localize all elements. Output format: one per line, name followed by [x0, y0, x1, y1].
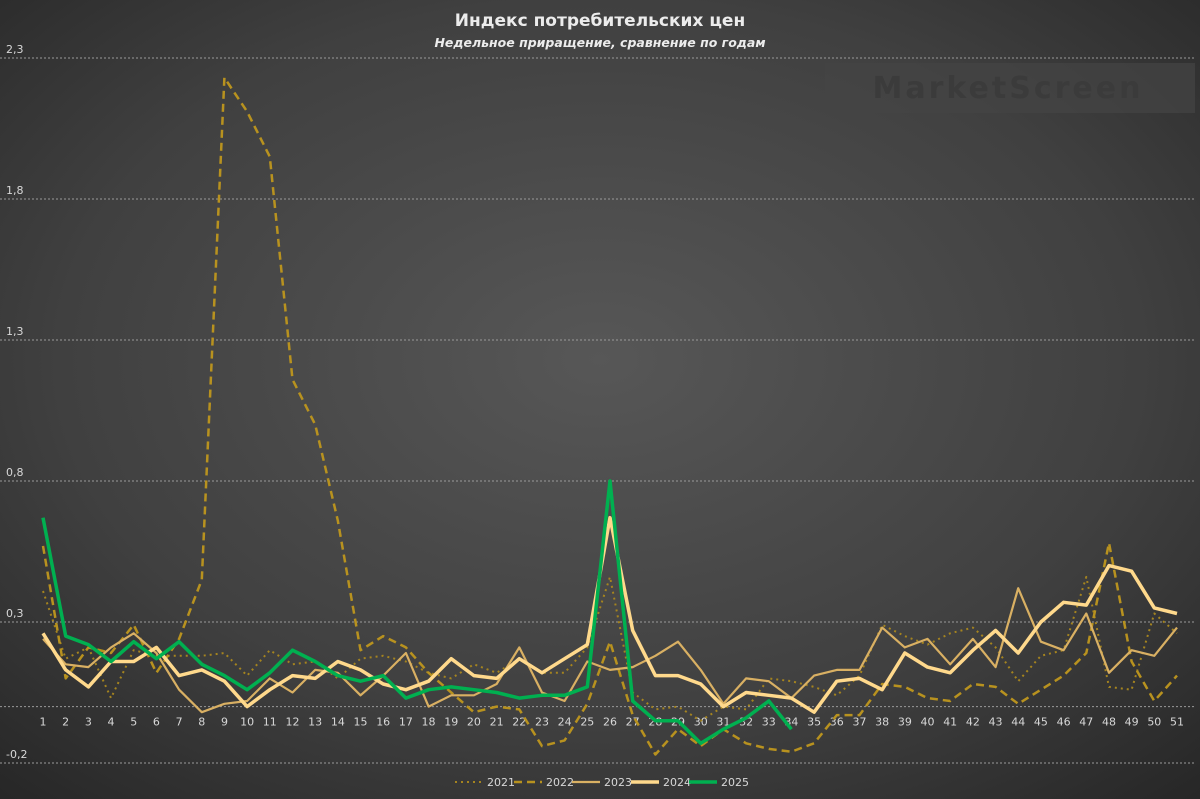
x-tick-label: 10: [240, 716, 254, 729]
x-tick-label: 8: [198, 716, 205, 729]
x-tick-label: 9: [221, 716, 228, 729]
x-tick-label: 46: [1057, 716, 1071, 729]
x-tick-label: 51: [1170, 716, 1184, 729]
watermark: MarketScreen: [873, 71, 1144, 106]
y-tick-label: 1,3: [6, 325, 24, 338]
x-tick-label: 37: [852, 716, 866, 729]
x-axis-ticks: 1 2 3 4 5 6 7 8 9 10 11 12 13 14 15 16 17 18 19 20 21 22 23 24 2…: [40, 716, 1185, 729]
series-line-2024: [41, 515, 1178, 714]
x-tick-label: 48: [1102, 716, 1116, 729]
x-tick-label: 15: [354, 716, 368, 729]
x-tick-label: 16: [376, 716, 390, 729]
y-tick-label: 0,3: [6, 607, 24, 620]
x-tick-label: 30: [694, 716, 708, 729]
legend-label: 2023: [604, 776, 632, 789]
legend-item-2021: 2021: [455, 776, 515, 789]
x-tick-label: 21: [490, 716, 504, 729]
legend-item-2025: 2025: [689, 776, 749, 789]
x-tick-label: 1: [40, 716, 47, 729]
series-2023: [42, 587, 1178, 714]
x-tick-label: 18: [422, 716, 436, 729]
x-tick-label: 36: [830, 716, 844, 729]
x-tick-label: 39: [898, 716, 912, 729]
x-tick-label: 43: [989, 716, 1003, 729]
x-tick-label: 25: [580, 716, 594, 729]
x-tick-label: 35: [807, 716, 821, 729]
series-lines: [41, 76, 1178, 756]
series-2021: [42, 575, 1178, 722]
series-line-2023: [42, 587, 1178, 714]
x-tick-label: 3: [85, 716, 92, 729]
legend: 2021 2022 2023 2024 2025: [455, 776, 749, 789]
x-tick-label: 20: [467, 716, 481, 729]
x-tick-label: 13: [308, 716, 322, 729]
series-line-2025: [41, 479, 793, 746]
x-tick-label: 19: [444, 716, 458, 729]
legend-item-2023: 2023: [572, 776, 632, 789]
x-tick-label: 24: [558, 716, 572, 729]
gridlines: [0, 57, 1195, 764]
series-2025: [41, 479, 793, 746]
legend-label: 2021: [487, 776, 515, 789]
x-tick-label: 33: [762, 716, 776, 729]
x-tick-label: 4: [108, 716, 115, 729]
x-tick-label: 11: [263, 716, 277, 729]
x-tick-label: 22: [512, 716, 526, 729]
x-tick-label: 40: [921, 716, 935, 729]
x-tick-label: 38: [875, 716, 889, 729]
x-tick-label: 42: [966, 716, 980, 729]
x-tick-label: 6: [153, 716, 160, 729]
x-tick-label: 23: [535, 716, 549, 729]
x-tick-label: 31: [716, 716, 730, 729]
y-tick-label: 2,3: [6, 43, 24, 56]
x-tick-label: 41: [943, 716, 957, 729]
watermark-box: [825, 63, 1195, 113]
x-tick-label: 17: [399, 716, 413, 729]
x-tick-label: 14: [331, 716, 345, 729]
x-tick-label: 50: [1147, 716, 1161, 729]
x-tick-label: 5: [130, 716, 137, 729]
y-tick-label: 1,8: [6, 184, 24, 197]
chart-title: Индекс потребительских цен: [455, 11, 745, 31]
series-2024: [41, 515, 1178, 714]
x-tick-label: 26: [603, 716, 617, 729]
series-line-2021: [42, 575, 1178, 722]
x-tick-label: 47: [1079, 716, 1093, 729]
legend-label: 2022: [546, 776, 574, 789]
y-tick-label: 0,8: [6, 466, 24, 479]
legend-item-2022: 2022: [514, 776, 574, 789]
legend-label: 2025: [721, 776, 749, 789]
legend-item-2024: 2024: [631, 776, 691, 789]
x-tick-label: 45: [1034, 716, 1048, 729]
x-tick-label: 49: [1125, 716, 1139, 729]
y-tick-label: -0,2: [6, 748, 27, 761]
x-tick-label: 2: [62, 716, 69, 729]
x-tick-label: 7: [176, 716, 183, 729]
x-tick-label: 12: [285, 716, 299, 729]
legend-label: 2024: [663, 776, 691, 789]
y-axis-ticks: -0,2 0,3 0,8 1,3 1,8 2,3: [6, 43, 27, 761]
chart-subtitle: Недельное приращение, сравнение по годам: [434, 35, 765, 50]
x-tick-label: 44: [1011, 716, 1025, 729]
